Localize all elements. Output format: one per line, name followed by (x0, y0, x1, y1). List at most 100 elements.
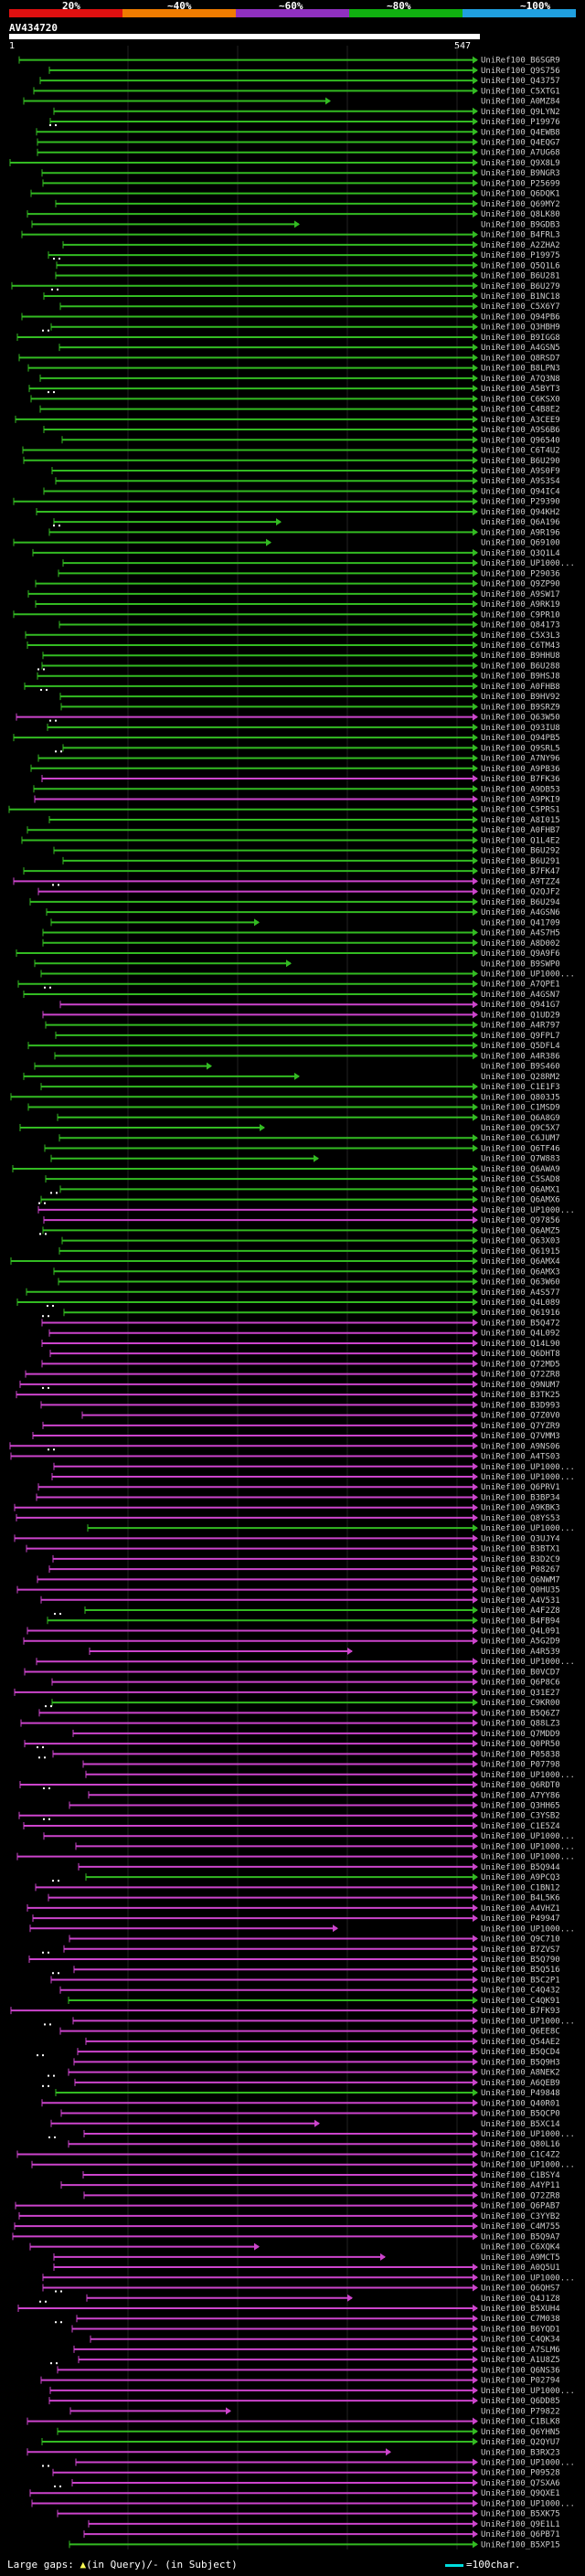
hit-label[interactable]: UniRef100_B6U281 (481, 272, 560, 281)
hit-label[interactable]: UniRef100_Q9A9F6 (481, 949, 560, 959)
hit-label[interactable]: UniRef100_B6YQD1 (481, 2325, 560, 2334)
hit-label[interactable]: UniRef100_C1BN12 (481, 1883, 560, 1892)
hit-row[interactable]: UniRef100_Q4EWB8 (36, 128, 560, 137)
hit-label[interactable]: UniRef100_Q6PB71 (481, 2530, 560, 2539)
hit-row[interactable]: UniRef100_UP1000... (16, 1852, 575, 1862)
hit-row[interactable]: UniRef100_UP1000... (29, 1924, 575, 1934)
hit-label[interactable]: UniRef100_Q41709 (481, 918, 560, 928)
hit-row[interactable]: UniRef100_B5Q9H3 (73, 2058, 560, 2067)
hit-label[interactable]: UniRef100_Q43757 (481, 77, 560, 86)
hit-row[interactable]: UniRef100_C4QK91 (68, 1996, 560, 2006)
hit-row[interactable]: UniRef100_B3TK25 (16, 1391, 560, 1400)
hit-label[interactable]: UniRef100_A7SLM6 (481, 2346, 560, 2355)
hit-label[interactable]: UniRef100_Q61915 (481, 1247, 560, 1256)
hit-row[interactable]: UniRef100_B8LPN3 (27, 364, 560, 374)
hit-label[interactable]: UniRef100_Q69MY2 (481, 200, 560, 209)
hit-row[interactable]: UniRef100_Q88LZ3 (20, 1719, 560, 1729)
hit-row[interactable]: UniRef100_UP1000... (31, 2499, 575, 2508)
hit-row[interactable]: UniRef100_Q80L16 (68, 2140, 560, 2149)
hit-label[interactable]: UniRef100_Q4J1Z8 (481, 2295, 560, 2304)
hit-label[interactable]: UniRef100_P49947 (481, 1914, 560, 1924)
hit-label[interactable]: UniRef100_Q9X8L9 (481, 159, 560, 168)
hit-label[interactable]: UniRef100_B1NC18 (481, 292, 560, 302)
hit-row[interactable]: UniRef100_Q0PR50 (24, 1740, 560, 1749)
hit-row[interactable]: UniRef100_Q4L092 (48, 1329, 560, 1339)
hit-label[interactable]: UniRef100_A2ZHA2 (481, 241, 560, 250)
hit-row[interactable]: UniRef100_Q8YS53 (16, 1513, 560, 1523)
hit-row[interactable]: UniRef100_A4R386 (54, 1052, 560, 1061)
hit-row[interactable]: UniRef100_P07798 (82, 1760, 560, 1770)
hit-label[interactable]: UniRef100_Q7VMM3 (481, 1432, 560, 1441)
hit-label[interactable]: UniRef100_C1E1F3 (481, 1083, 560, 1092)
hit-label[interactable]: UniRef100_UP1000... (481, 1206, 575, 1215)
hit-row[interactable]: UniRef100_Q9X8L9 (9, 158, 560, 168)
hit-label[interactable]: UniRef100_C4QK91 (481, 1997, 560, 2006)
hit-label[interactable]: UniRef100_C4B8E2 (481, 406, 560, 415)
hit-label[interactable]: UniRef100_A7Q3N8 (481, 375, 560, 384)
hit-label[interactable]: UniRef100_Q3Q1L4 (481, 549, 560, 558)
hit-row[interactable]: UniRef100_UP1000... (43, 1832, 575, 1841)
hit-label[interactable]: UniRef100_C4Q432 (481, 1987, 560, 1996)
hit-label[interactable]: UniRef100_C5PRS1 (481, 806, 560, 815)
hit-label[interactable]: UniRef100_Q63W50 (481, 714, 560, 723)
hit-label[interactable]: UniRef100_A4GSN7 (481, 991, 560, 1000)
hit-label[interactable]: UniRef100_B3BTX1 (481, 1545, 560, 1554)
hit-row[interactable]: UniRef100_Q9A9F6 (16, 949, 560, 959)
hit-label[interactable]: UniRef100_Q63W60 (481, 1278, 560, 1288)
hit-label[interactable]: UniRef100_B9GDB3 (481, 220, 560, 229)
hit-label[interactable]: UniRef100_B6U290 (481, 457, 560, 466)
hit-row[interactable]: UniRef100_A6QEB9 (42, 2078, 560, 2088)
hit-label[interactable]: UniRef100_A9PCQ3 (481, 1873, 560, 1882)
hit-row[interactable]: UniRef100_Q6A196 (53, 518, 560, 527)
hit-label[interactable]: UniRef100_Q6RDT0 (481, 1781, 560, 1790)
hit-row[interactable]: UniRef100_Q6AWA9 (12, 1164, 560, 1174)
hit-row[interactable]: UniRef100_Q9LYN2 (53, 107, 560, 117)
hit-row[interactable]: UniRef100_B4FB94 (47, 1617, 560, 1626)
hit-row[interactable]: UniRef100_A9KBK3 (14, 1503, 560, 1513)
hit-row[interactable]: UniRef100_Q9NUM7 (19, 1380, 560, 1390)
hit-row[interactable]: UniRef100_Q6DHT8 (49, 1350, 560, 1359)
hit-row[interactable]: UniRef100_A7QPE1 (17, 980, 560, 990)
hit-label[interactable]: UniRef100_Q9E1L1 (481, 2520, 560, 2529)
hit-label[interactable]: UniRef100_Q14L90 (481, 1340, 560, 1349)
hit-row[interactable]: UniRef100_Q9QXE1 (29, 2489, 560, 2498)
hit-label[interactable]: UniRef100_A6QEB9 (481, 2079, 560, 2088)
hit-row[interactable]: UniRef100_B6U288 (37, 662, 560, 671)
hit-row[interactable]: UniRef100_A1U8Z5 (50, 2356, 560, 2365)
hit-label[interactable]: UniRef100_C1MSD9 (481, 1104, 560, 1113)
hit-row[interactable]: UniRef100_Q9SRL5 (55, 744, 560, 753)
hit-label[interactable]: UniRef100_Q4EWB8 (481, 128, 560, 137)
hit-label[interactable]: UniRef100_UP1000... (481, 559, 575, 568)
hit-row[interactable]: UniRef100_Q63W50 (16, 713, 560, 723)
hit-row[interactable]: UniRef100_UP1000... (62, 559, 575, 568)
hit-label[interactable]: UniRef100_Q9C710 (481, 1935, 560, 1945)
hit-label[interactable]: UniRef100_P09528 (481, 2469, 560, 2478)
hit-row[interactable]: UniRef100_C6KSX0 (30, 395, 560, 404)
hit-row[interactable]: UniRef100_C6JUM7 (58, 1134, 560, 1143)
hit-label[interactable]: UniRef100_B4FB94 (481, 1617, 560, 1626)
hit-row[interactable]: UniRef100_B5XK75 (57, 2509, 560, 2519)
hit-row[interactable]: UniRef100_B5Q9A7 (12, 2232, 560, 2242)
hit-label[interactable]: UniRef100_Q9ZP90 (481, 580, 560, 589)
hit-row[interactable]: UniRef100_Q72MD5 (41, 1360, 560, 1369)
hit-row[interactable]: UniRef100_A0Q5U1 (53, 2263, 560, 2273)
hit-row[interactable]: UniRef100_C6T4U2 (22, 446, 560, 456)
hit-label[interactable]: UniRef100_B5QCD4 (481, 2048, 560, 2057)
hit-label[interactable]: UniRef100_Q5DFL4 (481, 1042, 560, 1051)
hit-label[interactable]: UniRef100_Q8YS53 (481, 1514, 560, 1523)
hit-row[interactable]: UniRef100_UP1000... (36, 1658, 575, 1667)
hit-row[interactable]: UniRef100_B5QCP0 (60, 2109, 560, 2119)
hit-row[interactable]: UniRef100_A0FHB8 (24, 682, 560, 692)
hit-label[interactable]: UniRef100_Q6AMX4 (481, 1257, 560, 1267)
hit-label[interactable]: UniRef100_P29036 (481, 569, 560, 578)
hit-row[interactable]: UniRef100_Q96540 (61, 436, 560, 445)
hit-row[interactable]: UniRef100_Q63W60 (58, 1277, 560, 1288)
hit-label[interactable]: UniRef100_Q8RSD7 (481, 354, 560, 363)
hit-row[interactable]: UniRef100_Q3UJY4 (14, 1534, 560, 1543)
hit-row[interactable]: UniRef100_P79822 (69, 2407, 560, 2416)
hit-row[interactable]: UniRef100_A7UG68 (37, 148, 560, 158)
hit-label[interactable]: UniRef100_Q6NS36 (481, 2366, 560, 2375)
hit-row[interactable]: UniRef100_B5QCD4 (37, 2048, 560, 2057)
hit-row[interactable]: UniRef100_Q9E1L1 (88, 2519, 560, 2529)
hit-label[interactable]: UniRef100_B6SGR9 (481, 57, 560, 66)
